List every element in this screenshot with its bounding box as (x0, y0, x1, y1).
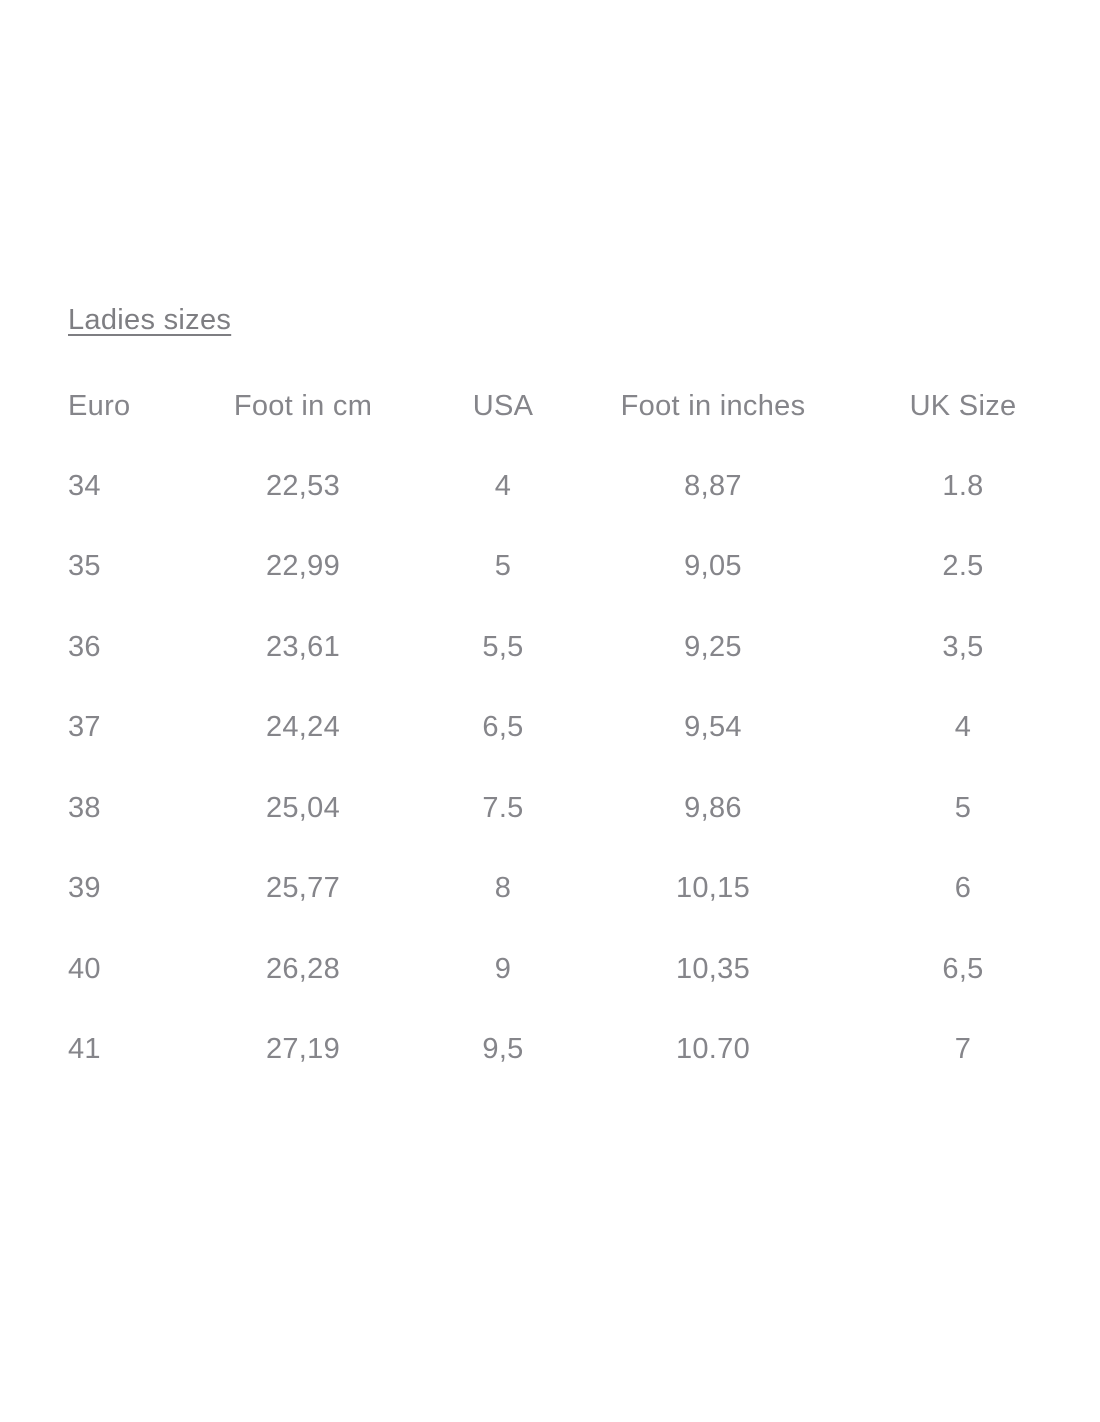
page-title: Ladies sizes (68, 304, 232, 336)
table-cell-euro: 39 (68, 872, 101, 905)
table-row: 36 23,61 5,5 9,25 3,5 (68, 607, 1068, 688)
table-cell-cm: 26,28 (265, 952, 341, 985)
table-cell-inches: 9,25 (684, 630, 742, 663)
table-cell-cm: 25,77 (265, 872, 341, 905)
table-row: 41 27,19 9,5 10.70 7 (68, 1010, 1068, 1091)
table-cell-inches: 10.70 (675, 1033, 751, 1066)
table-cell-usa: 9,5 (482, 1033, 524, 1066)
column-header-euro: Euro (68, 389, 131, 422)
table-cell-usa: 5,5 (482, 630, 524, 663)
table-cell-usa: 9 (494, 952, 512, 985)
table-row: 35 22,99 5 9,05 2.5 (68, 527, 1068, 608)
table-cell-euro: 38 (68, 791, 101, 824)
table-header-row: Euro Foot in cm USA Foot in inches UK Si… (68, 366, 1068, 446)
table-cell-usa: 7.5 (482, 791, 524, 824)
table-row: 40 26,28 9 10,35 6,5 (68, 929, 1068, 1010)
table-cell-uk: 6,5 (942, 952, 984, 985)
table-cell-euro: 35 (68, 550, 101, 583)
table-cell-inches: 9,05 (684, 550, 742, 583)
table-cell-cm: 27,19 (265, 1033, 341, 1066)
table-cell-cm: 24,24 (265, 711, 341, 744)
table-cell-uk: 1.8 (942, 469, 984, 502)
table-row: 37 24,24 6,5 9,54 4 (68, 688, 1068, 769)
table-row: 34 22,53 4 8,87 1.8 (68, 446, 1068, 527)
table-cell-uk: 6 (954, 872, 972, 905)
column-header-foot-in-inches: Foot in inches (620, 389, 806, 422)
table-cell-inches: 8,87 (684, 469, 742, 502)
column-header-usa: USA (472, 389, 534, 422)
table-cell-cm: 23,61 (265, 630, 341, 663)
table-cell-cm: 22,53 (265, 469, 341, 502)
column-header-uk-size: UK Size (909, 389, 1017, 422)
table-cell-uk: 2.5 (942, 550, 984, 583)
table-cell-euro: 40 (68, 952, 101, 985)
table-cell-uk: 5 (954, 791, 972, 824)
table-cell-inches: 10,35 (675, 952, 751, 985)
table-cell-inches: 10,15 (675, 872, 751, 905)
table-cell-inches: 9,54 (684, 711, 742, 744)
table-cell-usa: 8 (494, 872, 512, 905)
ladies-sizes-table: Euro Foot in cm USA Foot in inches UK Si… (68, 366, 1068, 1090)
table-row: 38 25,04 7.5 9,86 5 (68, 768, 1068, 849)
table-cell-usa: 4 (494, 469, 512, 502)
table-cell-euro: 34 (68, 469, 101, 502)
table-cell-euro: 37 (68, 711, 101, 744)
table-cell-cm: 22,99 (265, 550, 341, 583)
table-cell-uk: 7 (954, 1033, 972, 1066)
table-cell-euro: 36 (68, 630, 101, 663)
table-cell-uk: 3,5 (942, 630, 984, 663)
table-cell-inches: 9,86 (684, 791, 742, 824)
column-header-foot-in-cm: Foot in cm (233, 389, 373, 422)
table-row: 39 25,77 8 10,15 6 (68, 849, 1068, 930)
table-cell-cm: 25,04 (265, 791, 341, 824)
size-chart-section: Ladies sizes Euro Foot in cm USA Foot in… (68, 304, 1068, 1090)
table-cell-usa: 5 (494, 550, 512, 583)
table-cell-usa: 6,5 (482, 711, 524, 744)
table-cell-euro: 41 (68, 1033, 101, 1066)
table-cell-uk: 4 (954, 711, 972, 744)
